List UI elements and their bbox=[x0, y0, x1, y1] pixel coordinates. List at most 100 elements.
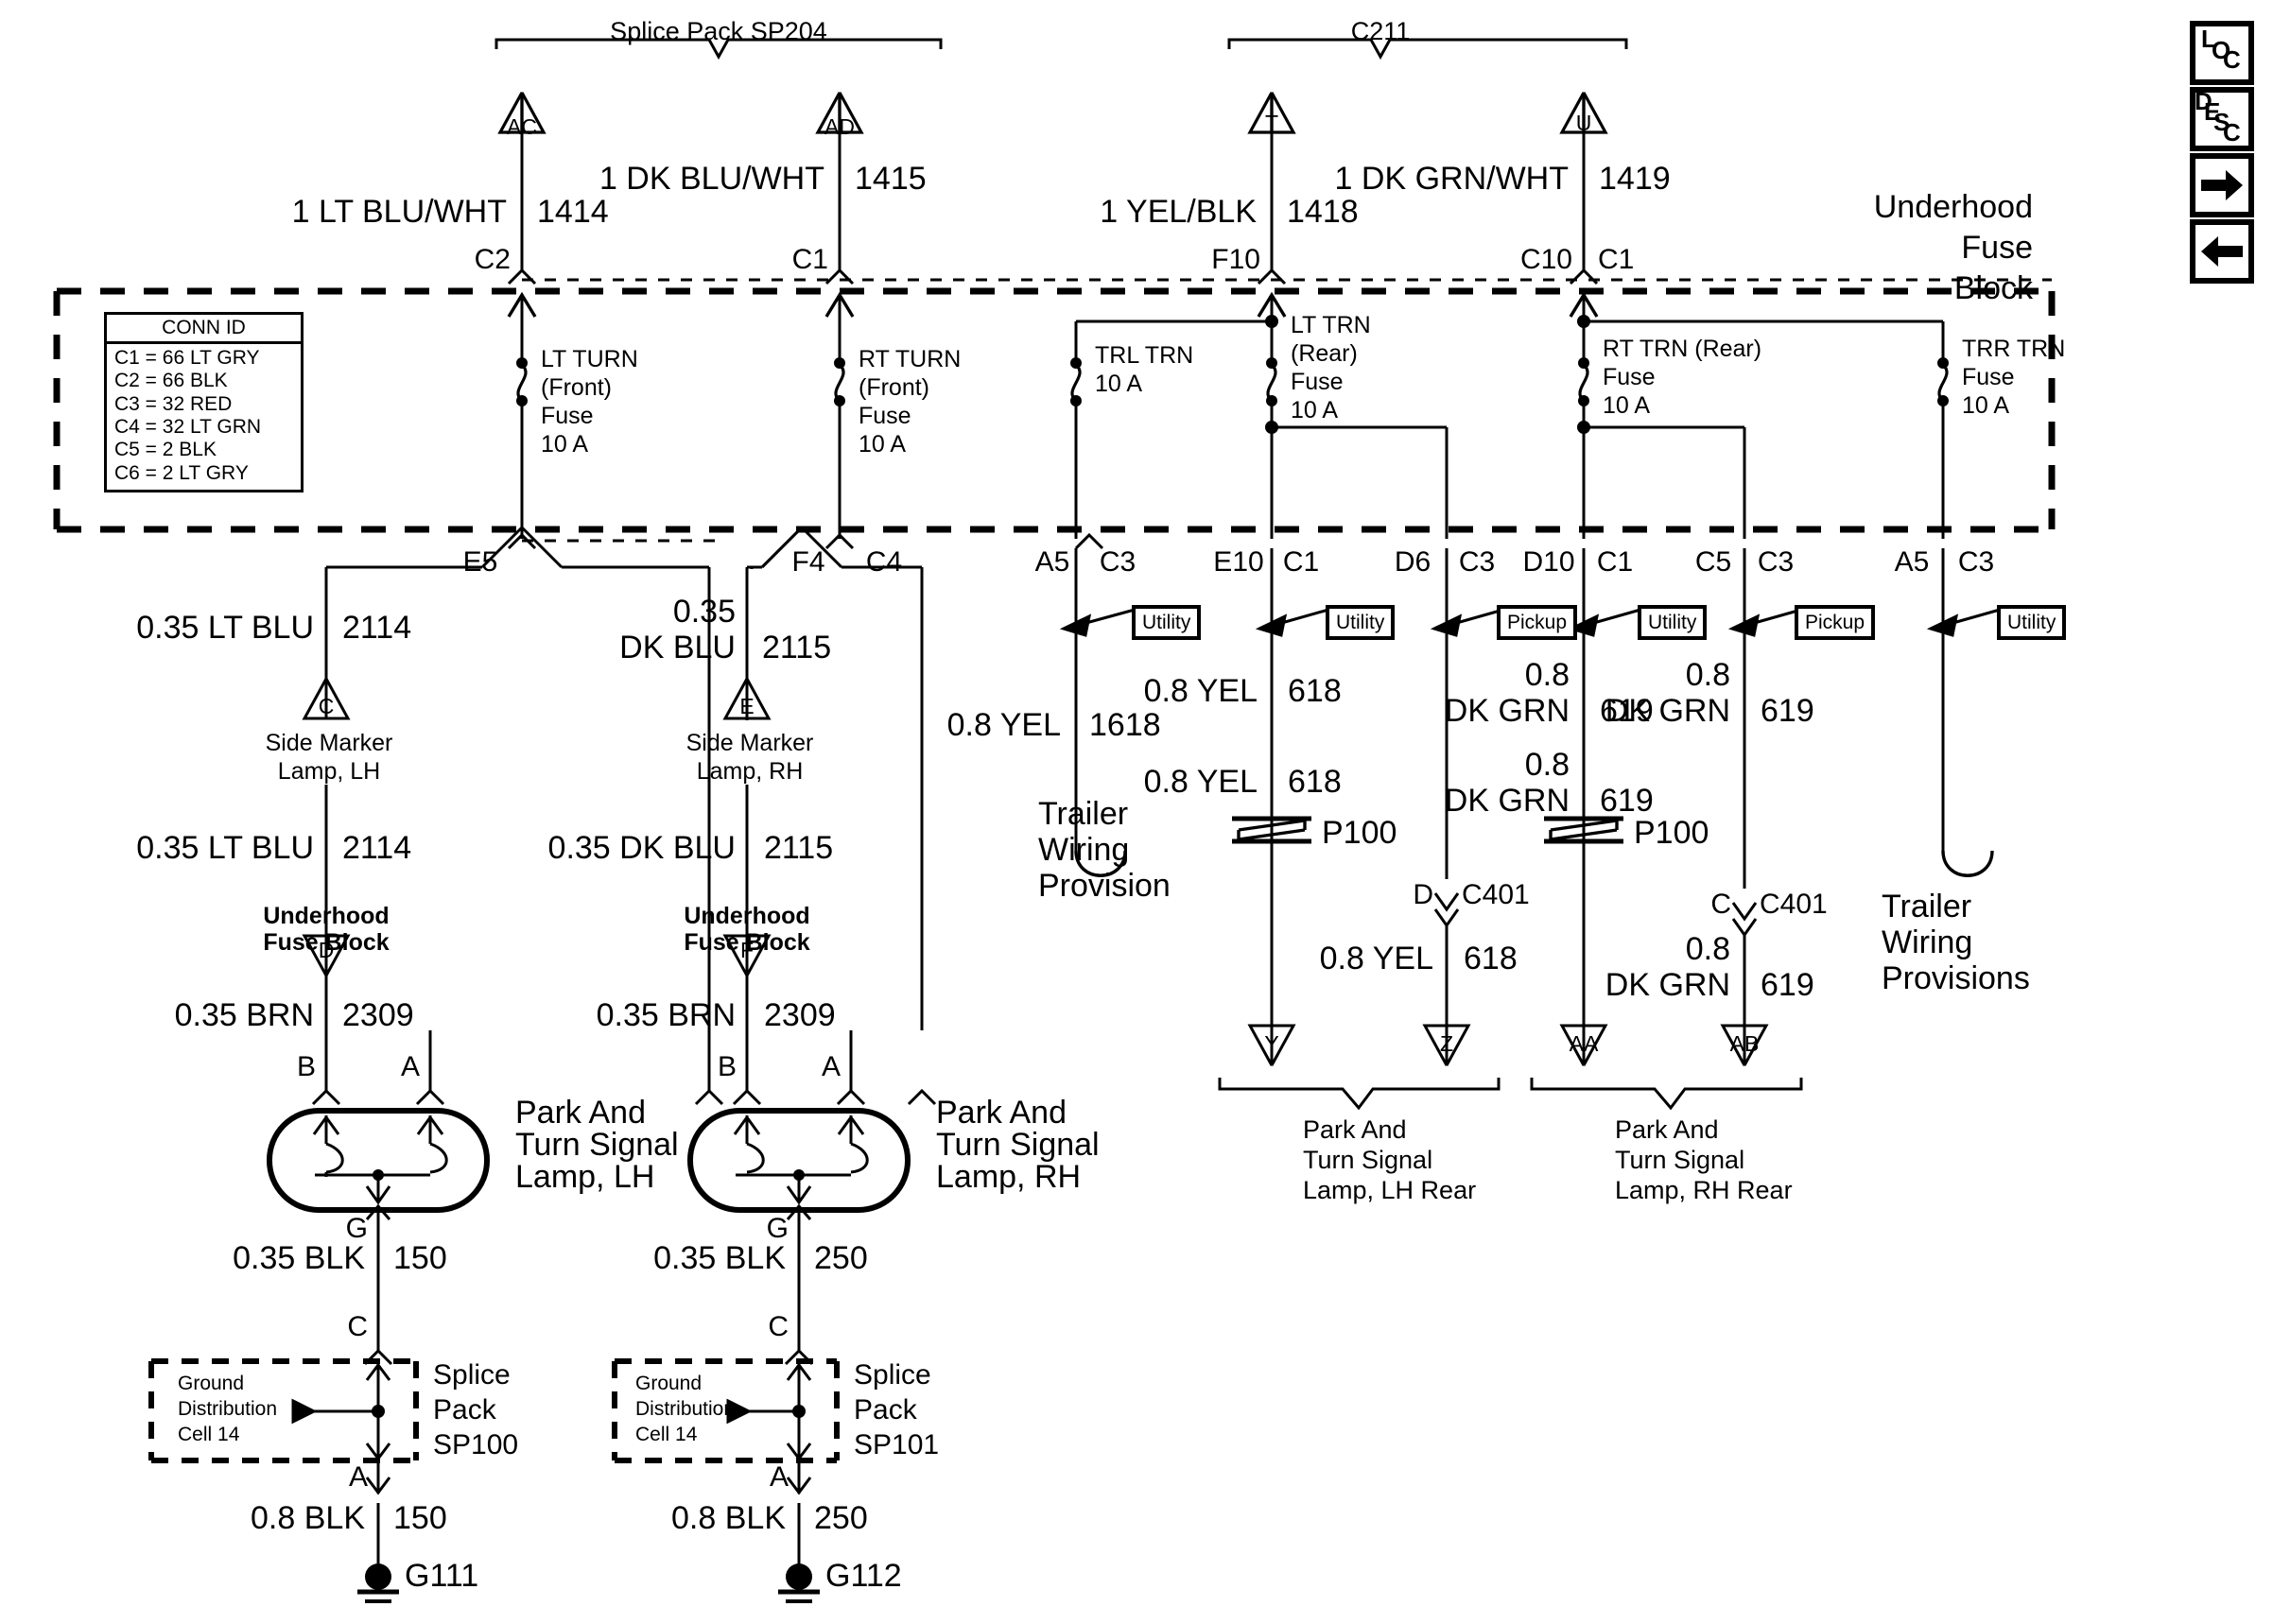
lamp-rh-pin-b: B bbox=[717, 1051, 737, 1082]
fuse-rt-trn-rear-l1: RT TRN (Rear) bbox=[1603, 336, 1762, 362]
conn-id-row: C2 = 66 BLK bbox=[114, 370, 228, 392]
wire-619-b-l1: 0.8 bbox=[1524, 747, 1570, 783]
desc-letter-d: D bbox=[2195, 87, 2212, 115]
wire-2309-rh-circuit: 2309 bbox=[764, 997, 836, 1033]
pin-c1-a: C1 bbox=[1282, 546, 1320, 578]
lamp-rh-pin-g: G bbox=[766, 1213, 789, 1244]
tag-utility-2[interactable]: Utility bbox=[1326, 605, 1396, 640]
pin-c3-1: C3 bbox=[1099, 546, 1136, 578]
side-marker-lh-conn: C bbox=[318, 694, 335, 718]
desc-letter-s: S bbox=[2213, 108, 2230, 136]
tag-utility-3[interactable]: Utility bbox=[1638, 605, 1708, 640]
wire-150-lh-label: 0.35 BLK bbox=[233, 1240, 365, 1276]
loc-button[interactable]: L O C bbox=[2190, 21, 2254, 85]
fuse-rt-turn-front-l3: Fuse bbox=[859, 403, 911, 429]
tag-utility-1[interactable]: Utility bbox=[1132, 605, 1202, 640]
sp101-pin-c: C bbox=[768, 1311, 789, 1342]
wire-618-a-circuit: 618 bbox=[1288, 673, 1342, 709]
ground-cell-rh-l1: Ground bbox=[635, 1373, 703, 1394]
ground-cell-rh-l3: Cell 14 bbox=[635, 1424, 698, 1445]
lamp-lh-pin-g: G bbox=[345, 1213, 368, 1244]
ground-g112: G112 bbox=[825, 1558, 902, 1594]
fuse-trl-trn-l1: TRL TRN bbox=[1095, 342, 1194, 369]
wire-619-d-circuit: 619 bbox=[1761, 967, 1814, 1003]
wire-619-a-l2: DK GRN bbox=[1444, 693, 1570, 729]
tag-utility-4[interactable]: Utility bbox=[1997, 605, 2067, 640]
trailer-left-l1: Trailer bbox=[1038, 796, 1129, 832]
lamp-rh-l1: Park And bbox=[936, 1095, 1067, 1131]
ground-cell-lh-l1: Ground bbox=[178, 1373, 245, 1394]
wire-2115-label-l1: 0.35 bbox=[672, 594, 736, 630]
lamp-lh-l2: Turn Signal bbox=[515, 1127, 679, 1163]
rear-lamp-lh-l3: Lamp, LH Rear bbox=[1303, 1176, 1477, 1204]
wire-2309-lh-circuit: 2309 bbox=[342, 997, 414, 1033]
splice-rh-l3: SP101 bbox=[854, 1429, 940, 1460]
sp101-pin-a: A bbox=[769, 1461, 789, 1493]
wire-619-b-l2: DK GRN bbox=[1444, 783, 1570, 819]
fuse-lt-turn-front-l2: (Front) bbox=[541, 374, 612, 401]
fuse-rt-turn-front-l4: 10 A bbox=[859, 431, 907, 458]
conn-id-header: CONN ID bbox=[107, 315, 301, 344]
wire-619-c-circuit: 619 bbox=[1761, 693, 1814, 729]
next-button[interactable] bbox=[2190, 153, 2254, 217]
prev-button[interactable] bbox=[2190, 219, 2254, 284]
splice-rh-l2: Pack bbox=[854, 1394, 917, 1425]
fuse-lt-trn-rear-l2: (Rear) bbox=[1291, 340, 1358, 367]
wire-250-rh-label: 0.35 BLK bbox=[653, 1240, 786, 1276]
fuse-rt-trn-rear-l2: Fuse bbox=[1603, 364, 1656, 390]
wire-1618-label: 0.8 YEL bbox=[946, 707, 1061, 743]
fuse-lt-turn-front-l3: Fuse bbox=[541, 403, 594, 429]
wire-2114-circuit: 2114 bbox=[342, 610, 412, 646]
wire-2115-label-l2: DK BLU bbox=[619, 630, 736, 665]
wire-1419-circuit: 1419 bbox=[1599, 161, 1671, 197]
lamp-lh-l1: Park And bbox=[515, 1095, 646, 1131]
pin-c5: C5 bbox=[1694, 546, 1732, 578]
pin-c2-top: C2 bbox=[474, 244, 511, 275]
connector-ac-label: AC bbox=[507, 114, 537, 139]
wire-1414-label: 1 LT BLU/WHT bbox=[291, 194, 507, 230]
inline-p100-left: P100 bbox=[1322, 815, 1397, 851]
wire-618-b-label: 0.8 YEL bbox=[1143, 764, 1258, 800]
fuse-block-title-l1: Underhood bbox=[1873, 189, 2033, 225]
desc-button[interactable]: D E S C bbox=[2190, 87, 2254, 151]
pin-c1-b: C1 bbox=[1596, 546, 1634, 578]
wire-2115b-circuit: 2115 bbox=[764, 830, 834, 866]
fuse-lt-turn-front-l1: LT TURN bbox=[541, 346, 638, 372]
fuse-rt-turn-front-l1: RT TURN bbox=[859, 346, 962, 372]
ground-cell-rh-l2: Distribution bbox=[635, 1398, 736, 1420]
tag-pickup-2[interactable]: Pickup bbox=[1795, 605, 1876, 640]
wire-2115-circuit: 2115 bbox=[762, 630, 832, 665]
lamp-lh-pin-a: A bbox=[400, 1051, 420, 1082]
conn-id-row: C4 = 32 LT GRN bbox=[114, 416, 262, 439]
splice-pack-title: Splice Pack SP204 bbox=[610, 17, 827, 45]
desc-letter-c: C bbox=[2223, 118, 2241, 147]
splice-lh-l3: SP100 bbox=[433, 1429, 519, 1460]
fuse-rt-turn-front-l2: (Front) bbox=[859, 374, 929, 401]
rear-lamp-lh-l1: Park And bbox=[1303, 1115, 1407, 1144]
ufb-rh-l1: Underhood bbox=[684, 903, 810, 929]
tag-pickup-1[interactable]: Pickup bbox=[1497, 605, 1578, 640]
wire-2309-lh-label: 0.35 BRN bbox=[174, 997, 314, 1033]
pin-e5: E5 bbox=[462, 546, 498, 578]
wire-1415-label: 1 DK BLU/WHT bbox=[599, 161, 824, 197]
ufb-lh-l2: Fuse Block bbox=[263, 929, 390, 956]
wire-150b-lh-circuit: 150 bbox=[393, 1500, 447, 1536]
wire-1418-label: 1 YEL/BLK bbox=[1100, 194, 1257, 230]
sp100-pin-c: C bbox=[347, 1311, 368, 1342]
wire-619-c-l1: 0.8 bbox=[1685, 657, 1730, 693]
arrow-right-icon bbox=[2201, 170, 2243, 200]
wire-2114b-label: 0.35 LT BLU bbox=[136, 830, 314, 866]
wire-618-b-circuit: 618 bbox=[1288, 764, 1342, 800]
conn-id-row: C5 = 2 BLK bbox=[114, 439, 217, 461]
loc-letter-l: L bbox=[2201, 25, 2216, 53]
ufb-lh-l1: Underhood bbox=[263, 903, 390, 929]
pin-c3-4: C3 bbox=[1957, 546, 1995, 578]
wire-250-rh-circuit: 250 bbox=[814, 1240, 868, 1276]
wire-150b-lh-label: 0.8 BLK bbox=[251, 1500, 365, 1536]
wire-2114-label: 0.35 LT BLU bbox=[136, 610, 314, 646]
fuse-lt-turn-front-l4: 10 A bbox=[541, 431, 589, 458]
conn-id-table: CONN ID C1 = 66 LT GRY C2 = 66 BLK C3 = … bbox=[104, 312, 304, 493]
rear-lamp-rh-l3: Lamp, RH Rear bbox=[1615, 1176, 1793, 1204]
fuse-block-title-l2: Fuse bbox=[1961, 230, 2033, 266]
